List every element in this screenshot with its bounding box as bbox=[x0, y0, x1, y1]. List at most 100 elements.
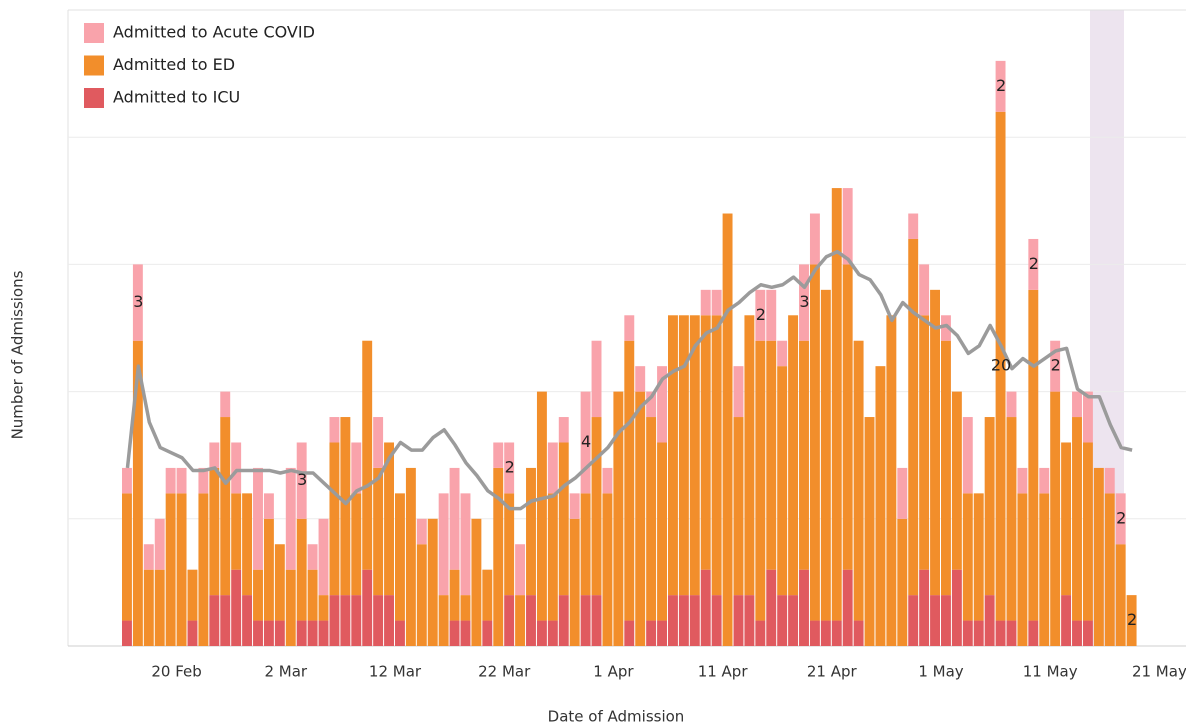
bar-segment bbox=[460, 493, 471, 596]
data-label: 2 bbox=[1051, 356, 1061, 375]
bar-segment bbox=[930, 289, 940, 596]
bar-segment bbox=[296, 518, 307, 621]
bar-segment bbox=[526, 595, 536, 646]
bar-segment bbox=[176, 493, 187, 646]
bar-segment bbox=[373, 595, 384, 646]
bar-segment bbox=[668, 595, 678, 646]
bar-segment bbox=[1039, 493, 1050, 646]
bar-segment bbox=[1028, 289, 1039, 621]
bar-segment bbox=[504, 442, 515, 494]
data-label: 20 bbox=[991, 356, 1011, 375]
x-tick-label: 1 Apr bbox=[593, 663, 634, 681]
bar-segment bbox=[788, 595, 799, 646]
bar-segment bbox=[231, 493, 242, 570]
bar-segment bbox=[799, 264, 809, 341]
bar-segment bbox=[263, 493, 274, 519]
bar-segment bbox=[515, 595, 526, 646]
bar-segment bbox=[984, 417, 995, 596]
bar-segment bbox=[657, 366, 667, 443]
bar-segment bbox=[187, 620, 198, 646]
bar-segment bbox=[1082, 391, 1093, 443]
bar-segment bbox=[493, 467, 504, 646]
bar-segment bbox=[558, 417, 569, 443]
bar-segment bbox=[340, 595, 351, 646]
bar-segment bbox=[678, 315, 689, 596]
bar-segment bbox=[176, 467, 187, 494]
legend-label: Admitted to ICU bbox=[113, 88, 240, 107]
bar-segment bbox=[744, 595, 755, 646]
bar-segment bbox=[1017, 493, 1028, 646]
bar-segment bbox=[1104, 493, 1115, 646]
bar-segment bbox=[515, 544, 526, 596]
bar-segment bbox=[908, 213, 919, 239]
bar-segment bbox=[405, 467, 416, 646]
bar-segment bbox=[329, 442, 340, 596]
bar-segment bbox=[646, 620, 657, 646]
bar-segment bbox=[143, 544, 154, 570]
bar-segment bbox=[329, 595, 340, 646]
bar-segment bbox=[591, 417, 602, 596]
bar-segment bbox=[351, 493, 362, 596]
bar-segment bbox=[536, 391, 547, 621]
bar-segment bbox=[558, 442, 569, 596]
bar-segment bbox=[351, 442, 362, 494]
bar-segment bbox=[1093, 467, 1104, 646]
bar-segment bbox=[471, 518, 482, 646]
bar-segment bbox=[624, 340, 635, 621]
bar-segment bbox=[755, 340, 766, 621]
bar-segment bbox=[416, 518, 427, 545]
bar-segment bbox=[831, 188, 842, 621]
bar-segment bbox=[864, 417, 875, 646]
bar-segment bbox=[547, 442, 558, 494]
data-label: 2 bbox=[756, 305, 766, 324]
bar-segment bbox=[886, 315, 897, 646]
bar-segment bbox=[569, 493, 580, 519]
bar-segment bbox=[842, 188, 853, 265]
bar-segment bbox=[165, 467, 176, 494]
bar-segment bbox=[274, 544, 285, 621]
data-label: 2 bbox=[505, 457, 515, 476]
bar-segment bbox=[580, 595, 591, 646]
bar-segment bbox=[941, 315, 951, 341]
bar-segment bbox=[274, 620, 285, 646]
x-tick-label: 21 May bbox=[1132, 663, 1186, 681]
bar-segment bbox=[842, 264, 853, 570]
data-label: 2 bbox=[1127, 610, 1137, 629]
bar-segment bbox=[384, 442, 394, 596]
x-tick-label: 1 May bbox=[918, 663, 963, 681]
bar-segment bbox=[504, 595, 515, 646]
bar-segment bbox=[351, 595, 362, 646]
bar-segment bbox=[1050, 340, 1061, 392]
bar-segment bbox=[296, 620, 307, 646]
bar-segment bbox=[209, 442, 220, 468]
bar-segment bbox=[373, 417, 384, 468]
legend-swatch bbox=[84, 55, 104, 76]
bar-segment bbox=[482, 569, 493, 621]
bar-segment bbox=[198, 493, 209, 646]
bar-segment bbox=[253, 569, 263, 621]
bar-segment bbox=[602, 467, 613, 494]
bar-segment bbox=[122, 620, 132, 646]
bar-segment bbox=[122, 493, 132, 621]
bar-segment bbox=[1028, 620, 1039, 646]
bars bbox=[122, 60, 1137, 646]
bar-segment bbox=[187, 569, 198, 621]
bar-segment bbox=[438, 493, 449, 596]
bar-segment bbox=[897, 518, 908, 646]
bar-segment bbox=[165, 493, 176, 646]
bar-segment bbox=[973, 620, 984, 646]
bar-segment bbox=[1082, 620, 1093, 646]
bar-segment bbox=[362, 340, 373, 570]
bar-segment bbox=[1082, 442, 1093, 621]
bar-segment bbox=[744, 315, 755, 596]
bar-segment bbox=[788, 315, 799, 596]
bar-segment bbox=[285, 467, 296, 570]
bar-segment bbox=[362, 569, 373, 646]
bar-segment bbox=[908, 595, 919, 646]
bar-segment bbox=[820, 289, 831, 621]
bar-segment bbox=[700, 569, 711, 646]
bar-segment bbox=[253, 620, 263, 646]
bar-segment bbox=[591, 595, 602, 646]
bar-segment bbox=[231, 442, 242, 494]
legend: Admitted to Acute COVID Admitted to ED Adm… bbox=[84, 23, 315, 108]
